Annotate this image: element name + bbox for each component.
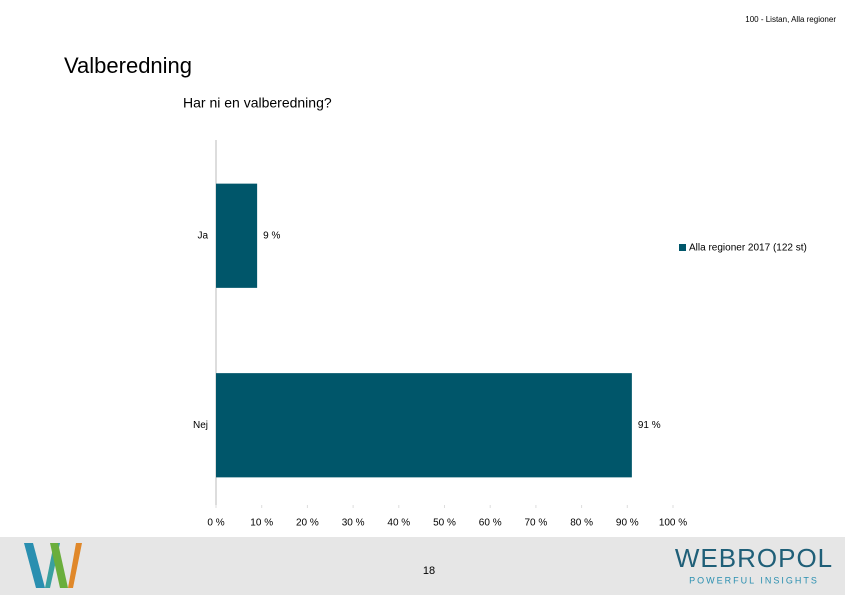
w-logo (24, 543, 82, 588)
logo-shape (68, 543, 82, 588)
header: 100 - Listan, Alla regioner (745, 15, 836, 24)
x-tick-label: 40 % (387, 518, 410, 529)
x-tick-label: 60 % (479, 518, 502, 529)
x-tick-label: 90 % (616, 518, 639, 529)
x-tick-label: 30 % (342, 518, 365, 529)
legend-swatch (679, 244, 686, 251)
chart-title: Har ni en valberedning? (183, 95, 332, 111)
x-tick-label: 50 % (433, 518, 456, 529)
x-tick-label: 20 % (296, 518, 319, 529)
x-tick-label: 100 % (659, 518, 687, 529)
value-label: 9 % (263, 230, 280, 241)
legend-label: Alla regioner 2017 (122 st) (689, 243, 807, 254)
x-tick-label: 80 % (570, 518, 593, 529)
logo-shape (50, 543, 68, 588)
footer (0, 537, 845, 595)
logo-shape (24, 543, 45, 588)
bar (216, 373, 632, 478)
y-tick-label: Nej (193, 420, 208, 431)
bar (216, 183, 258, 288)
y-tick-label: Ja (197, 230, 208, 241)
x-tick-label: 70 % (525, 518, 548, 529)
slide-title: Valberedning (64, 53, 192, 78)
logo-tagline: POWERFUL INSIGHTS (689, 575, 819, 585)
x-tick-label: 0 % (207, 518, 224, 529)
page-number: 18 (423, 565, 435, 577)
x-tick-label: 10 % (250, 518, 273, 529)
value-label: 91 % (638, 420, 661, 431)
logo-text: WEBROPOL (675, 543, 833, 573)
